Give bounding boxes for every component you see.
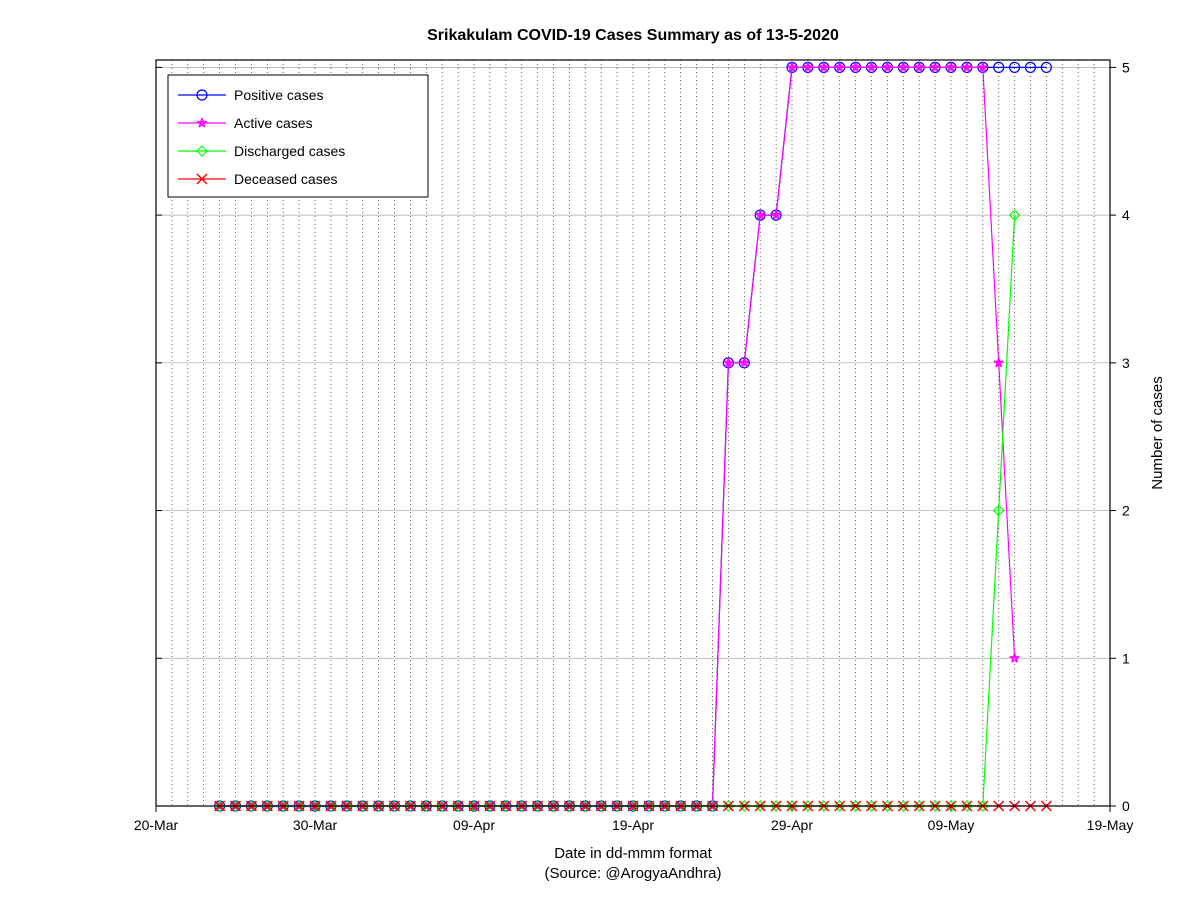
svg-text:5: 5 xyxy=(1122,59,1130,75)
svg-text:19-May: 19-May xyxy=(1087,817,1134,833)
svg-text:3: 3 xyxy=(1122,355,1130,371)
chart-svg: 20-Mar 30-Mar 09-Apr 19-Apr 29-Apr 09-May 19-M… xyxy=(0,0,1200,898)
legend: Positive cases Active cases Discharged cas… xyxy=(168,75,428,197)
svg-text:4: 4 xyxy=(1122,207,1130,223)
svg-text:2: 2 xyxy=(1122,503,1130,519)
x-axis-label-1: Date in dd-mmm format xyxy=(554,845,712,862)
legend-label: Positive cases xyxy=(234,87,323,103)
svg-text:1: 1 xyxy=(1122,650,1130,666)
svg-text:30-Mar: 30-Mar xyxy=(293,817,338,833)
x-axis-label-2: (Source: @ArogyaAndhra) xyxy=(545,865,722,882)
y-axis-label: Number of cases xyxy=(1149,376,1166,489)
svg-text:0: 0 xyxy=(1122,798,1130,814)
chart-container: 20-Mar 30-Mar 09-Apr 19-Apr 29-Apr 09-May 19-M… xyxy=(0,0,1200,898)
chart-title: Srikakulam COVID-19 Cases Summary as of … xyxy=(427,27,839,44)
svg-text:20-Mar: 20-Mar xyxy=(134,817,179,833)
svg-text:09-Apr: 09-Apr xyxy=(453,817,495,833)
svg-text:19-Apr: 19-Apr xyxy=(612,817,654,833)
svg-text:09-May: 09-May xyxy=(928,817,975,833)
legend-label: Discharged cases xyxy=(234,143,345,159)
legend-label: Active cases xyxy=(234,115,313,131)
svg-text:29-Apr: 29-Apr xyxy=(771,817,813,833)
legend-label: Deceased cases xyxy=(234,171,338,187)
